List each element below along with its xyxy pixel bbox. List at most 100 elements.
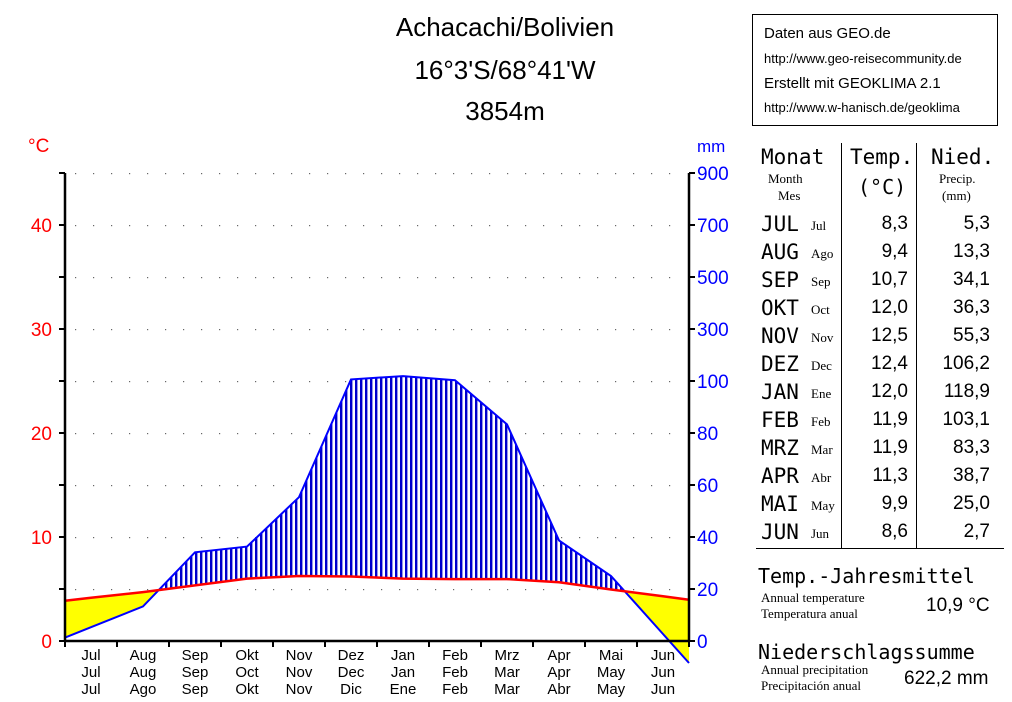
grid-dot	[633, 485, 635, 487]
table-temp-value: 12,0	[871, 297, 908, 318]
grid-dot	[309, 433, 311, 435]
grid-dot	[579, 381, 581, 383]
grid-dot	[255, 589, 257, 591]
grid-dot	[75, 485, 77, 487]
grid-dot	[615, 433, 617, 435]
month-label-de: Feb	[442, 647, 468, 664]
source-box: Daten aus GEO.de http://www.geo-reisecom…	[752, 14, 998, 126]
month-label-en: Jun	[651, 664, 675, 681]
grid-dot	[489, 381, 491, 383]
table-month-de: JAN	[761, 380, 799, 404]
grid-dot	[543, 225, 545, 227]
table-month-es: Jun	[811, 526, 830, 541]
grid-dot	[525, 329, 527, 331]
grid-dot	[291, 589, 293, 591]
grid-dot	[147, 277, 149, 279]
grid-dot	[507, 329, 509, 331]
grid-dot	[579, 225, 581, 227]
grid-dot	[273, 173, 275, 175]
grid-dot	[381, 173, 383, 175]
table-month-es: Ene	[811, 386, 832, 401]
grid-dot	[543, 329, 545, 331]
grid-dot	[507, 277, 509, 279]
table-month-es: Oct	[811, 302, 830, 317]
right-tick-label: 60	[697, 476, 718, 497]
grid-dot	[381, 225, 383, 227]
grid-dot	[183, 589, 185, 591]
right-unit-label: mm	[697, 137, 725, 156]
grid-dot	[327, 381, 329, 383]
grid-dot	[561, 225, 563, 227]
grid-dot	[309, 381, 311, 383]
grid-dot	[165, 381, 167, 383]
grid-dot	[255, 329, 257, 331]
grid-dot	[75, 537, 77, 539]
grid-dot	[615, 485, 617, 487]
annual-prec-title: Niederschlagssumme	[758, 640, 975, 664]
grid-dot	[669, 537, 671, 539]
grid-dot	[111, 537, 113, 539]
grid-dot	[327, 589, 329, 591]
month-label-es: Sep	[182, 681, 209, 698]
month-label-en: Nov	[286, 664, 313, 681]
grid-dot	[129, 537, 131, 539]
table-month-de: OKT	[761, 296, 799, 320]
grid-dot	[597, 225, 599, 227]
left-tick-label: 10	[31, 528, 52, 549]
grid-dot	[669, 433, 671, 435]
grid-dot	[237, 381, 239, 383]
grid-dot	[579, 329, 581, 331]
grid-dot	[453, 589, 455, 591]
grid-dot	[633, 433, 635, 435]
grid-dot	[489, 173, 491, 175]
annual-temp-value: 10,9 °C	[926, 595, 990, 616]
header-month: Monat	[761, 145, 825, 169]
grid-dot	[417, 277, 419, 279]
grid-dot	[75, 277, 77, 279]
table-divider	[841, 143, 842, 548]
grid-dot	[561, 173, 563, 175]
grid-dot	[381, 329, 383, 331]
right-tick-label: 300	[697, 320, 729, 341]
table-month-de: FEB	[761, 408, 799, 432]
month-label-en: Jul	[81, 664, 100, 681]
month-label-es: Nov	[286, 681, 313, 698]
table-prec-value: 106,2	[942, 353, 990, 374]
grid-dot	[669, 485, 671, 487]
grid-dot	[129, 277, 131, 279]
grid-dot	[615, 329, 617, 331]
source-line-4: http://www.w-hanisch.de/geoklima	[764, 100, 960, 115]
grid-dot	[309, 277, 311, 279]
grid-dot	[237, 537, 239, 539]
grid-dot	[291, 433, 293, 435]
grid-dot	[561, 277, 563, 279]
grid-dot	[111, 277, 113, 279]
grid-dot	[669, 225, 671, 227]
month-label-es: Feb	[442, 681, 468, 698]
grid-dot	[507, 381, 509, 383]
table-prec-value: 38,7	[953, 465, 990, 486]
annual-prec-en: Annual precipitation	[761, 662, 869, 677]
table-temp-value: 8,6	[881, 521, 908, 542]
grid-dot	[327, 225, 329, 227]
grid-dot	[615, 173, 617, 175]
table-temp-value: 12,5	[871, 325, 908, 346]
month-label-es: Dic	[340, 681, 362, 698]
table-month-de: DEZ	[761, 352, 799, 376]
grid-dot	[597, 433, 599, 435]
table-temp-value: 11,9	[872, 437, 908, 458]
grid-dot	[183, 173, 185, 175]
month-label-en: Dec	[338, 664, 365, 681]
month-label-es: Jul	[81, 681, 100, 698]
grid-dot	[93, 381, 95, 383]
table-prec-value: 118,9	[943, 381, 990, 402]
grid-dot	[255, 381, 257, 383]
humid-area	[158, 376, 625, 592]
grid-dot	[399, 225, 401, 227]
grid-dot	[201, 589, 203, 591]
table-prec-value: 25,0	[953, 493, 990, 514]
grid-dot	[147, 589, 149, 591]
grid-dot	[579, 433, 581, 435]
grid-dot	[633, 173, 635, 175]
grid-dot	[633, 329, 635, 331]
